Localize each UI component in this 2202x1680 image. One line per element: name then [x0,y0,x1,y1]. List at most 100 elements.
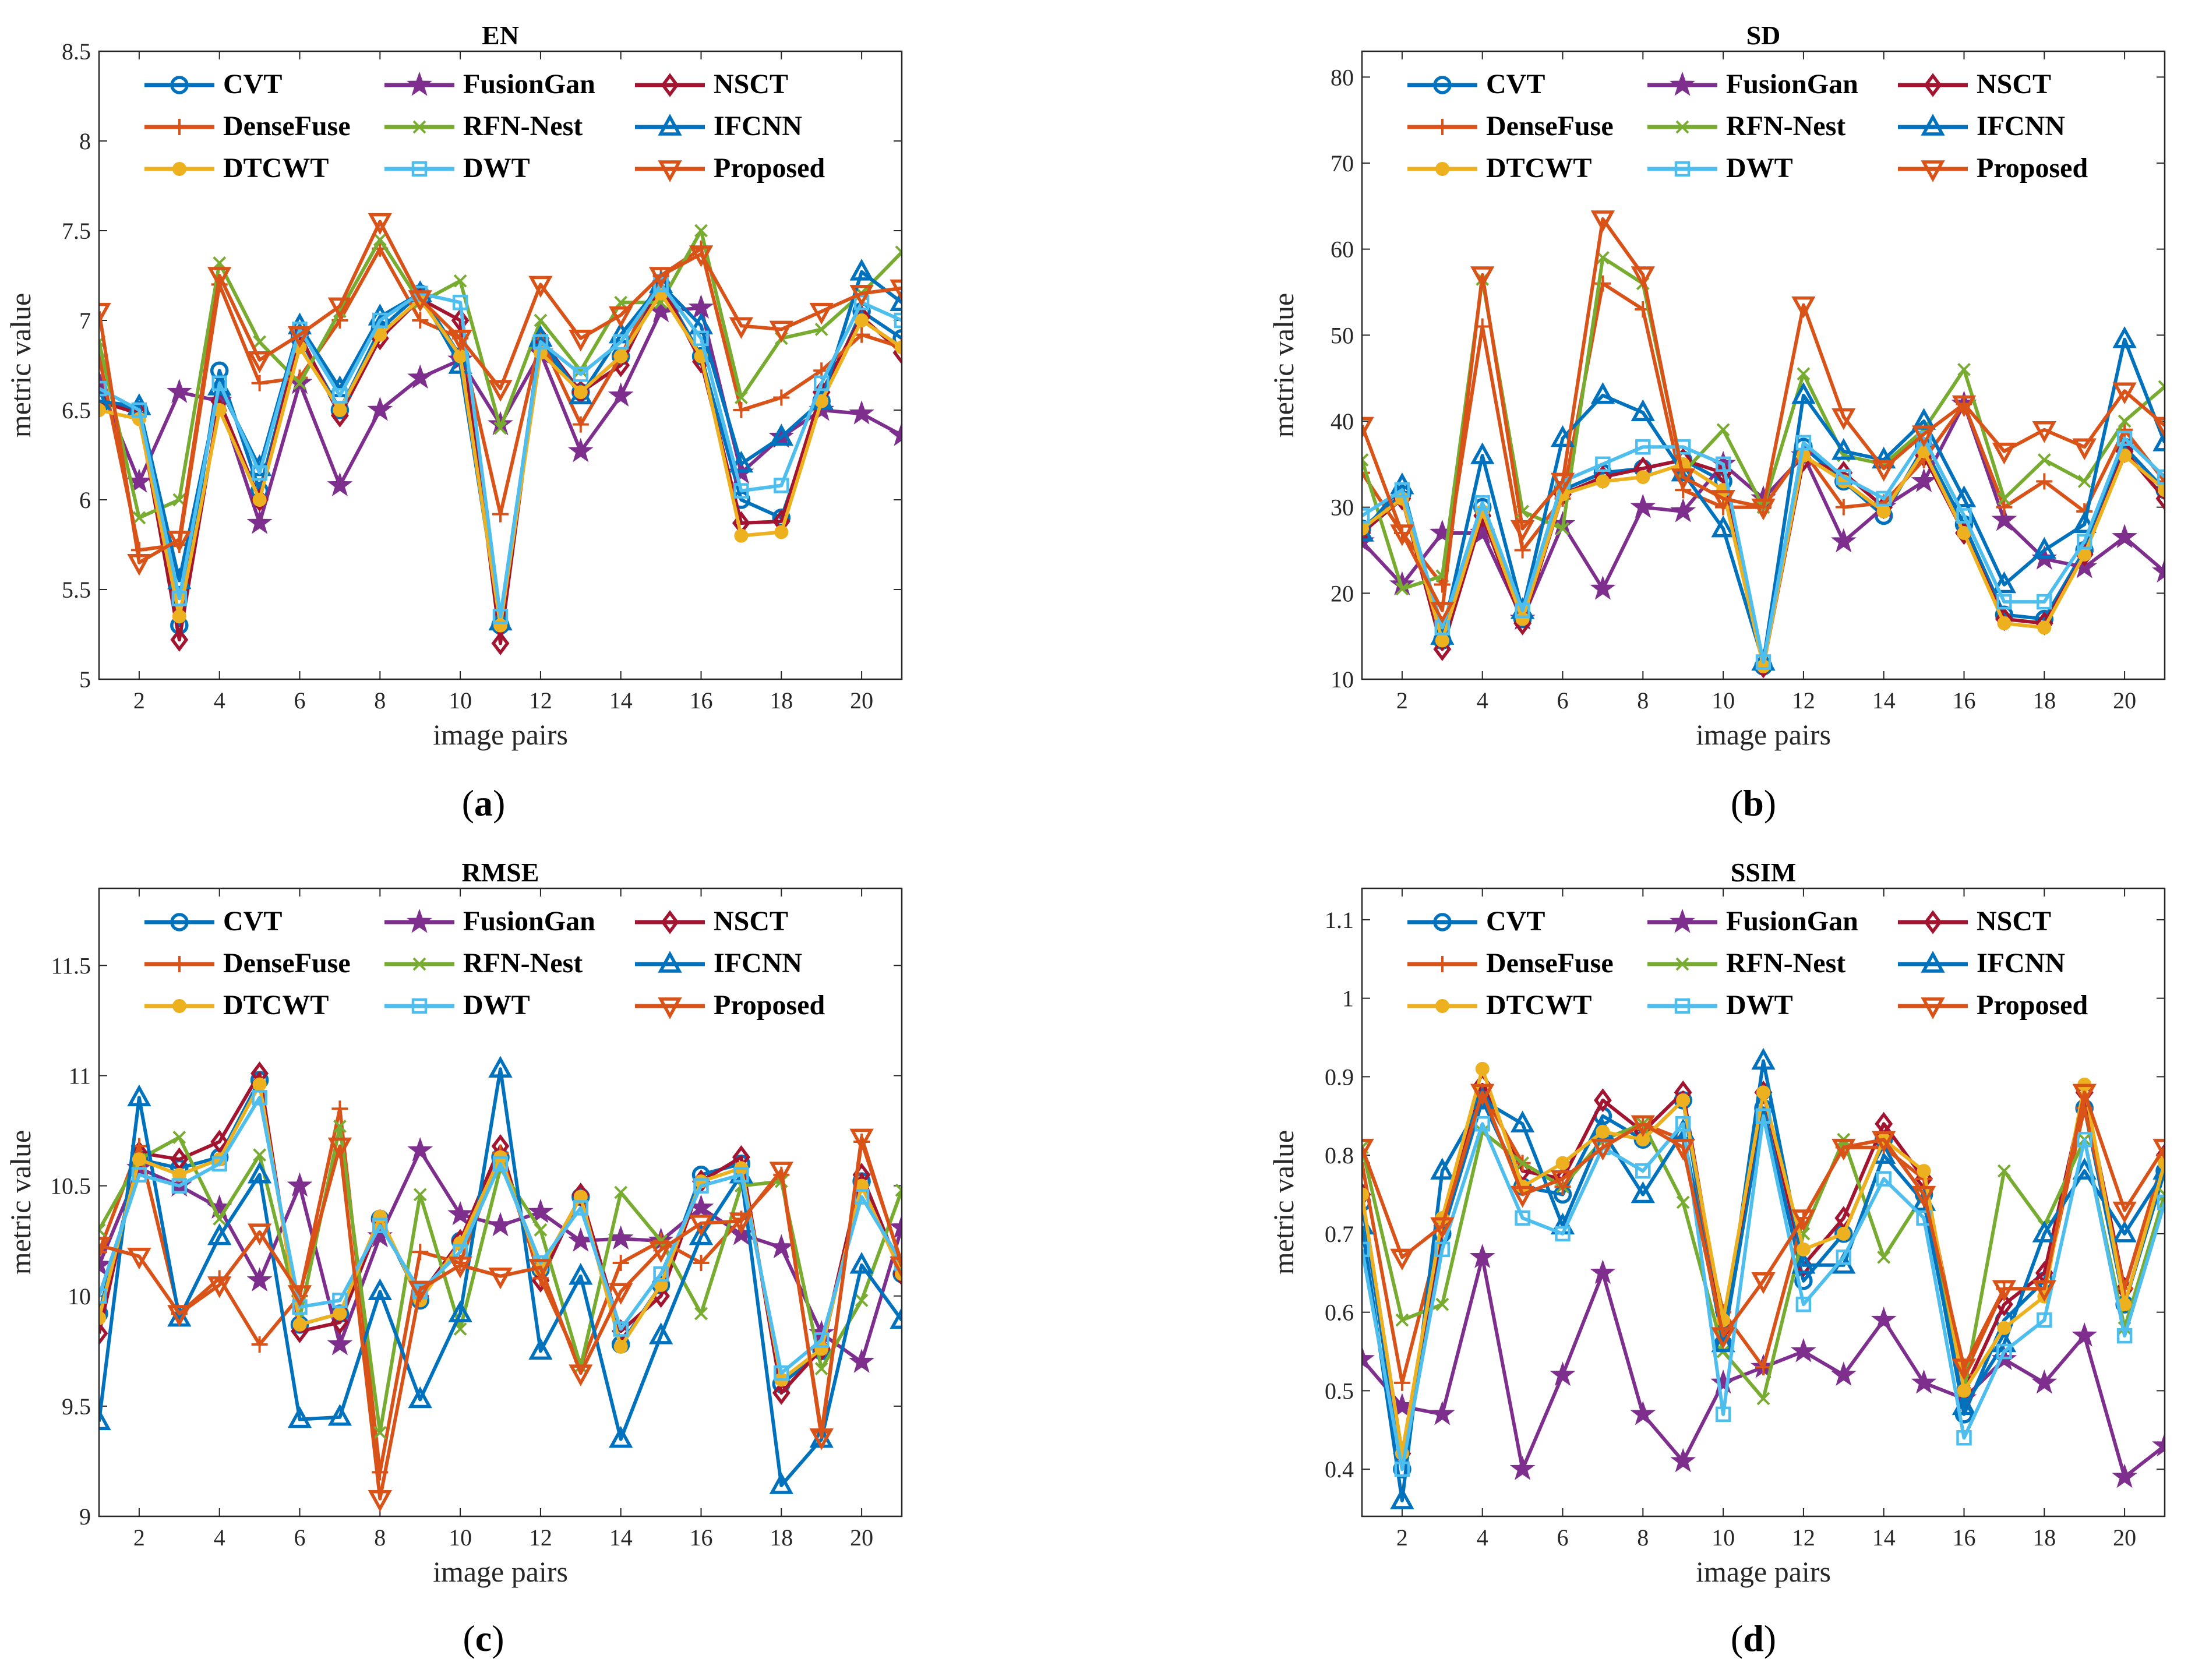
data-point [809,1428,834,1450]
data-point [849,400,875,425]
legend-marker [171,956,188,972]
data-point [1756,1392,1770,1406]
data-point [733,1167,749,1183]
data-point [1836,1250,1852,1265]
y-tick-label: 5 [79,666,91,693]
legend-label: DWT [1726,990,1793,1021]
data-point [1876,490,1892,507]
plot-area [99,888,902,1516]
data-point [653,1266,669,1282]
data-point [99,403,106,417]
data-point [769,1472,793,1494]
data-point [569,1263,593,1285]
data-point [528,1258,553,1281]
legend-label: DTCWT [1486,990,1591,1021]
data-point [448,352,472,374]
data-point [1362,1187,1369,1202]
series-proposed [1362,1083,2165,1381]
series-proposed [99,213,902,576]
data-point [211,375,227,391]
data-point [207,267,232,289]
data-point [729,450,754,473]
x-axis-label: image pairs [433,718,568,751]
data-point [99,1288,107,1304]
data-point [2036,473,2053,490]
legend-label: DWT [463,990,530,1021]
x-tick-label: 18 [2032,687,2056,714]
legend-marker [1435,999,1449,1013]
series-proposed [1362,210,2165,624]
data-point [2032,421,2056,443]
data-point [287,1406,312,1428]
data-point [373,232,387,246]
data-point [1997,1164,2011,1178]
data-point [327,1404,352,1426]
data-point [251,1336,268,1353]
data-point [774,1365,789,1381]
legend-item-cvt: CVT [144,906,282,937]
legend-item-ifcnn: IFCNN [635,948,802,979]
data-point [167,531,192,553]
y-tick-label: 0.7 [1325,1221,1354,1247]
y-axis-label: metric value [4,1130,37,1275]
data-point [733,483,749,499]
y-tick-label: 11 [68,1063,91,1089]
data-point [1590,575,1616,600]
legend-marker [661,73,679,97]
data-point [769,1162,793,1184]
y-axis-label: metric value [1267,1130,1300,1275]
data-point [1434,1241,1451,1258]
data-point [367,396,393,421]
data-point [1474,495,1490,511]
data-point [769,423,793,446]
x-tick-label: 6 [1557,1524,1569,1551]
legend-marker [658,160,682,182]
data-point [1596,1124,1610,1139]
data-point [1715,1406,1731,1423]
data-point [1395,582,1409,596]
data-point [451,308,470,333]
data-point [246,509,273,534]
legend-item-densefuse: DenseFuse [1407,948,1614,979]
x-tick-label: 16 [690,687,713,714]
legend-marker [1674,161,1691,177]
plot-area [99,51,902,679]
data-point [1711,490,1735,512]
data-point [613,349,628,363]
data-point [849,285,874,307]
data-point [689,1223,714,1245]
data-point [1997,492,2011,506]
legend-item-fusiongan: FusionGan [1647,69,1858,100]
data-point [327,1330,353,1356]
data-point [1555,1226,1571,1242]
data-point [327,1137,352,1160]
data-point [2031,1369,2058,1394]
data-point [292,1317,307,1332]
legend-label: CVT [223,906,282,937]
legend-item-proposed: Proposed [1898,990,2088,1021]
data-point [1590,210,1615,232]
data-point [648,1241,673,1263]
legend-item-proposed: Proposed [635,153,825,183]
data-point [493,421,507,435]
data-point [689,1215,714,1237]
data-point [247,1223,272,1245]
data-point [613,1339,628,1354]
data-point [1996,1343,2012,1360]
data-point [2118,414,2132,428]
y-tick-label: 0.8 [1325,1142,1354,1169]
data-point [2112,1201,2137,1224]
legend-item-dtcwt: DTCWT [1407,990,1591,1021]
data-point [287,1172,313,1197]
data-point [252,465,267,481]
legend-marker [1433,913,1452,931]
data-point [2152,1157,2165,1180]
legend-marker [412,957,426,971]
data-point [613,1321,629,1337]
y-tick-label: 40 [1331,408,1354,435]
legend-label: NSCT [714,906,788,937]
data-point [528,1337,553,1360]
data-point [407,364,433,389]
x-tick-label: 14 [1872,687,1896,714]
series-line-proposed [99,220,902,564]
